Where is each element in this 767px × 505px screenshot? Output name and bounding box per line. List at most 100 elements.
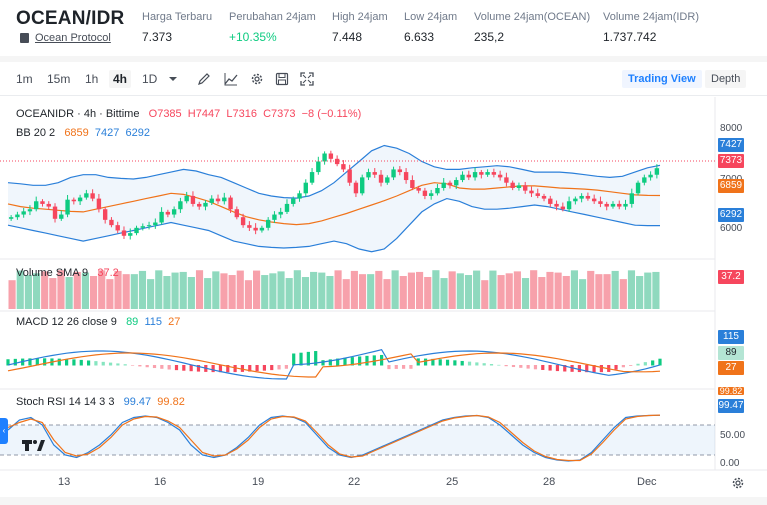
candle-body bbox=[397, 169, 403, 173]
macd-histogram-bar bbox=[240, 365, 245, 372]
timeframe-4h[interactable]: 4h bbox=[109, 70, 132, 88]
chart-settings-gear-icon[interactable] bbox=[731, 476, 745, 490]
macd-histogram-bar bbox=[160, 365, 164, 369]
macd-histogram-bar bbox=[460, 360, 464, 366]
draw-pencil-icon[interactable] bbox=[197, 72, 211, 86]
candle-body bbox=[347, 169, 352, 183]
tradingview-logo-icon[interactable] bbox=[20, 436, 48, 454]
bb-basis-badge: 6859 bbox=[718, 179, 744, 193]
macd-histogram-bar bbox=[328, 359, 332, 366]
dropdown-caret-icon[interactable] bbox=[166, 72, 180, 86]
stat-value: 1.737.742 bbox=[603, 30, 657, 44]
timeframe-1d[interactable]: 1D bbox=[142, 72, 158, 86]
macd-histogram-bar bbox=[343, 357, 347, 366]
volume-bar bbox=[644, 272, 652, 309]
macd-line bbox=[7, 349, 661, 380]
volume-bar bbox=[358, 274, 367, 309]
collapse-panel-tab[interactable]: ‹ bbox=[0, 418, 8, 444]
depth-tab[interactable]: Depth bbox=[705, 70, 747, 88]
save-icon[interactable] bbox=[275, 72, 289, 86]
candle-body bbox=[284, 203, 290, 212]
time-tick: 16 bbox=[154, 476, 167, 488]
stat-value: 7.448 bbox=[332, 30, 363, 44]
macd-histogram-bar bbox=[13, 358, 17, 366]
macd-histogram-bar bbox=[277, 365, 281, 370]
volume-bar bbox=[228, 275, 236, 309]
price-chart-canvas[interactable] bbox=[0, 97, 767, 497]
volume-bar bbox=[464, 275, 473, 309]
macd-histogram-bar bbox=[372, 355, 376, 366]
stoch-tick: 0.00 bbox=[720, 458, 740, 469]
coin-info-link[interactable]: Ocean Protocol bbox=[20, 32, 111, 44]
macd-histogram-bar bbox=[65, 358, 69, 366]
volume-badge: 37.2 bbox=[718, 270, 744, 284]
candle-body bbox=[34, 201, 39, 210]
legend-bb-lower: 6859 bbox=[64, 127, 89, 139]
volume-bar bbox=[456, 273, 464, 309]
macd-histogram-bar bbox=[57, 358, 61, 366]
volume-bar bbox=[8, 280, 16, 309]
candle-body bbox=[77, 197, 83, 202]
candle-body bbox=[591, 198, 597, 202]
fullscreen-icon[interactable] bbox=[300, 72, 314, 86]
macd-histogram-bar bbox=[101, 361, 105, 366]
time-tick: 22 bbox=[348, 476, 361, 488]
macd-histogram-bar bbox=[643, 362, 647, 366]
volume-bar bbox=[587, 270, 595, 309]
volume-bar bbox=[212, 271, 220, 309]
coin-info-link-label: Ocean Protocol bbox=[35, 32, 111, 44]
macd-histogram-bar bbox=[629, 365, 633, 366]
macd-histogram-bar bbox=[423, 358, 428, 366]
bb-upper-line bbox=[7, 144, 661, 199]
trading-view-tab[interactable]: Trading View bbox=[622, 70, 702, 88]
volume-bar bbox=[277, 271, 285, 309]
candle-body bbox=[59, 214, 64, 219]
volume-bar bbox=[204, 278, 212, 309]
macd-histogram-bar bbox=[28, 358, 32, 366]
volume-bar bbox=[513, 271, 521, 309]
volume-bar bbox=[32, 273, 41, 309]
candle-body bbox=[84, 193, 89, 198]
candle-body bbox=[234, 209, 240, 218]
candle-body bbox=[240, 217, 246, 226]
macd-histogram-bar bbox=[123, 364, 127, 366]
volume-bar bbox=[171, 272, 179, 309]
macd-histogram-bar bbox=[167, 365, 171, 370]
stat-label: Perubahan 24jam bbox=[229, 11, 316, 23]
time-tick: 28 bbox=[543, 476, 556, 488]
macd-histogram-bar bbox=[475, 362, 479, 366]
macd-histogram-bar bbox=[555, 365, 560, 372]
candle-body bbox=[253, 227, 258, 231]
volume-bar bbox=[163, 276, 171, 309]
candle-body bbox=[203, 202, 208, 207]
candle-body bbox=[65, 199, 70, 215]
candle-body bbox=[121, 230, 127, 236]
timeframe-1h[interactable]: 1h bbox=[85, 72, 99, 86]
timeframe-1m[interactable]: 1m bbox=[16, 72, 33, 86]
bottom-divider bbox=[0, 497, 767, 505]
volume-bar bbox=[49, 278, 57, 309]
legend-bb-upper: 7427 bbox=[94, 127, 120, 139]
candle-body bbox=[178, 201, 183, 210]
candle-body bbox=[385, 177, 390, 183]
settings-gear-icon[interactable] bbox=[250, 72, 264, 86]
volume-bar bbox=[546, 271, 554, 309]
candle-body bbox=[334, 158, 340, 165]
bb-upper-badge: 7427 bbox=[718, 138, 744, 152]
chart-area[interactable]: OCEANIDR · 4h · Bittime O7385 H7447 L731… bbox=[0, 97, 767, 497]
macd-histogram-bar bbox=[651, 360, 655, 366]
volume-bar bbox=[579, 279, 587, 309]
timeframe-15m[interactable]: 15m bbox=[47, 72, 71, 86]
volume-bar bbox=[505, 273, 513, 309]
stat-last-price: Harga Terbaru 7.373 bbox=[142, 11, 212, 44]
candle-body bbox=[566, 201, 572, 210]
legend-bb-name: BB 20 2 bbox=[16, 127, 56, 139]
bb-basis-line bbox=[7, 182, 661, 226]
macd-histogram-bar bbox=[292, 353, 296, 366]
candle-body bbox=[46, 203, 51, 207]
volume-bar bbox=[636, 276, 644, 309]
volume-bar bbox=[570, 270, 578, 309]
indicator-icon[interactable] bbox=[224, 72, 238, 86]
candle-body bbox=[134, 227, 139, 234]
candle-body bbox=[27, 209, 33, 212]
